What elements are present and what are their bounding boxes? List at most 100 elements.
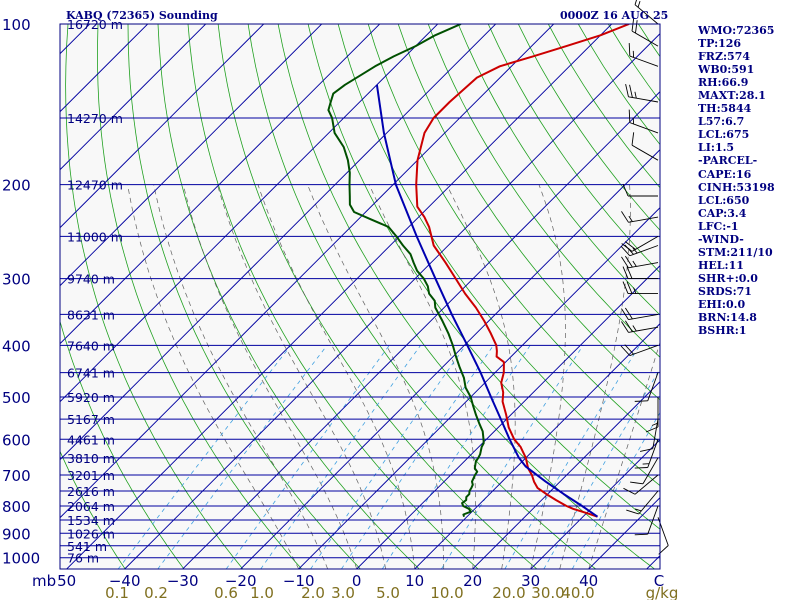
- dry-adiabat: [217, 24, 538, 569]
- barb-staff: [631, 30, 659, 47]
- wind-barb: [628, 109, 659, 134]
- isotherm: [66, 24, 613, 569]
- wind-barb: [634, 505, 659, 536]
- barb-staff: [628, 262, 659, 269]
- wind-barb: [634, 0, 659, 25]
- wind-barb: [631, 18, 659, 47]
- pressure-tick-label: 600: [2, 431, 31, 449]
- barb-flag: [634, 400, 648, 402]
- mixing-ratio-label: 0.1: [105, 584, 129, 600]
- barb-flag: [631, 18, 635, 32]
- station-title: KABQ (72365) Sounding: [66, 9, 218, 22]
- barb-half-flag: [632, 50, 635, 58]
- barb-flag: [631, 132, 635, 146]
- temperature-line: [415, 24, 630, 518]
- index-line: TH:5844: [698, 102, 752, 116]
- moist-adiabat: [368, 184, 476, 569]
- wind-barb: [628, 43, 659, 67]
- wind-barb: [620, 344, 659, 356]
- mixing-ratio-label: 1.0: [250, 584, 274, 600]
- temperature-tick-label: 50: [57, 572, 76, 590]
- height-label: 3810 m: [67, 451, 115, 466]
- isotherm: [298, 207, 660, 569]
- barb-flag: [620, 345, 631, 356]
- dry-adiabat: [307, 24, 660, 530]
- barb-staff: [652, 419, 659, 449]
- isotherm: [60, 24, 497, 461]
- index-line: WB0:591: [698, 63, 755, 77]
- barb-half-flag: [632, 260, 637, 267]
- height-label: 5167 m: [67, 412, 115, 427]
- isotherm: [182, 91, 660, 569]
- dry-adiabat: [427, 24, 660, 358]
- wind-barb: [623, 474, 659, 495]
- index-line: BRN:14.8: [698, 311, 757, 325]
- moist-adiabat: [530, 184, 566, 569]
- barb-flag: [625, 307, 633, 320]
- barb-flag: [620, 245, 631, 257]
- index-line: CAPE:16: [698, 167, 752, 181]
- temperature-tick-label: 10: [405, 572, 424, 590]
- dry-adiabat: [97, 24, 302, 569]
- isotherm: [124, 33, 660, 569]
- index-line: LCL:675: [698, 128, 750, 142]
- plot-background: [60, 24, 660, 569]
- barb-flag: [628, 109, 631, 123]
- barb-flag: [621, 243, 633, 252]
- wind-barb: [626, 490, 659, 515]
- barb-flag: [628, 43, 631, 57]
- index-line: LCL:650: [698, 193, 750, 207]
- index-line: TP:126: [698, 37, 742, 51]
- timestamp: 0000Z 16 AUG 25: [560, 9, 669, 22]
- moist-adiabat: [257, 184, 416, 569]
- dry-adiabat: [397, 24, 660, 401]
- mixing-ratio-label: 10.0: [430, 584, 463, 600]
- dry-adiabat: [367, 24, 660, 444]
- wind-barb: [622, 281, 658, 295]
- barb-flag: [626, 266, 633, 279]
- wind-barbs: [620, 0, 669, 555]
- barb-half-flag: [637, 0, 641, 8]
- barb-half-flag: [633, 287, 637, 294]
- barb-flag: [623, 487, 636, 495]
- wind-barb: [631, 132, 659, 161]
- temperature-tick-label: 30: [521, 572, 540, 590]
- mixing-ratio-line: [504, 345, 641, 569]
- barb-staff: [628, 216, 659, 223]
- barb-flag: [625, 320, 633, 332]
- height-label: 1026 m: [67, 526, 115, 541]
- barb-flag: [621, 321, 629, 333]
- mixing-ratio-label: 0.2: [144, 584, 168, 600]
- height-label: 16720 m: [67, 17, 123, 32]
- height-label: 9740 m: [67, 272, 115, 287]
- mixing-ratio-unit-label: g/kg: [646, 584, 679, 600]
- wind-barb: [620, 244, 659, 257]
- barb-flag: [626, 281, 633, 294]
- moist-adiabat: [153, 184, 329, 569]
- barb-flag: [629, 84, 633, 98]
- barb-flag: [622, 183, 629, 197]
- isotherm: [60, 24, 555, 519]
- pressure-tick-label: 300: [2, 271, 31, 289]
- barb-half-flag: [628, 215, 633, 222]
- height-label: 2616 m: [67, 484, 115, 499]
- barb-staff: [634, 474, 659, 495]
- index-line: SHR+:0.0: [698, 271, 758, 285]
- wind-barb: [621, 320, 659, 333]
- moist-adiabat: [217, 184, 387, 569]
- barb-flag: [624, 344, 634, 355]
- height-label: 14270 m: [67, 111, 123, 126]
- temperature-tick-label: 40: [579, 572, 598, 590]
- pressure-tick-label: 200: [2, 177, 31, 195]
- temperature-tick-label: 0: [352, 572, 362, 590]
- height-label: 4461 m: [67, 432, 115, 447]
- isotherm: [60, 24, 323, 287]
- wind-barb: [622, 183, 658, 197]
- barb-staff: [647, 505, 659, 535]
- barb-flag: [621, 256, 629, 269]
- barb-flag: [634, 467, 648, 469]
- index-line: MAXT:28.1: [698, 89, 766, 103]
- dry-adiabat: [187, 24, 479, 569]
- isotherm: [414, 323, 660, 569]
